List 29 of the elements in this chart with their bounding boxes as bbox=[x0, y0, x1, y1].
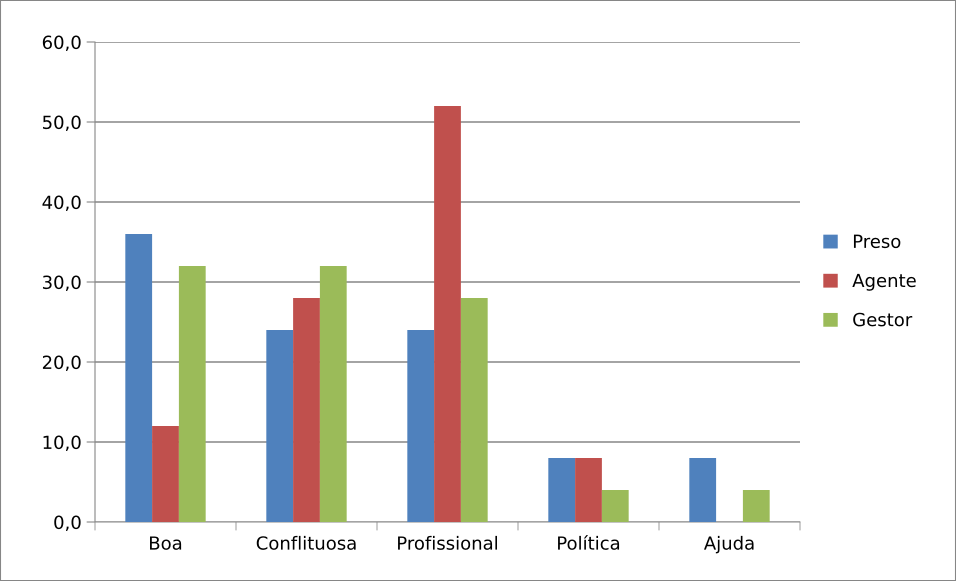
bar bbox=[266, 330, 294, 522]
y-tick-label: 0,0 bbox=[54, 515, 81, 531]
bar bbox=[320, 266, 347, 522]
bar bbox=[689, 458, 716, 522]
bar bbox=[548, 458, 576, 522]
bar bbox=[742, 490, 770, 522]
x-tick-label: Ajuda bbox=[704, 536, 754, 554]
bar bbox=[460, 298, 488, 522]
x-tick-label: Boa bbox=[150, 536, 182, 550]
legend-label: Agente bbox=[852, 274, 916, 291]
x-tick-label: Conflituosa bbox=[256, 536, 356, 550]
y-tick-label: 20,0 bbox=[42, 355, 81, 371]
bar bbox=[125, 234, 152, 522]
x-tick-label: Profissional bbox=[398, 536, 498, 550]
legend-label: Preso bbox=[854, 234, 900, 248]
x-tick-label: Política bbox=[558, 535, 620, 550]
y-tick-label: 40,0 bbox=[42, 195, 81, 211]
bar bbox=[152, 426, 179, 522]
bar bbox=[293, 298, 320, 522]
bar bbox=[602, 490, 629, 522]
bar bbox=[575, 458, 602, 522]
bar bbox=[434, 106, 461, 522]
y-tick-label: 60,0 bbox=[42, 35, 81, 51]
y-tick-label: 50,0 bbox=[42, 115, 81, 131]
y-tick-label: 30,0 bbox=[42, 275, 81, 291]
legend-label: Gestor bbox=[853, 312, 912, 326]
bar bbox=[407, 330, 434, 522]
y-tick-label: 10,0 bbox=[44, 435, 81, 451]
bar bbox=[178, 266, 206, 522]
